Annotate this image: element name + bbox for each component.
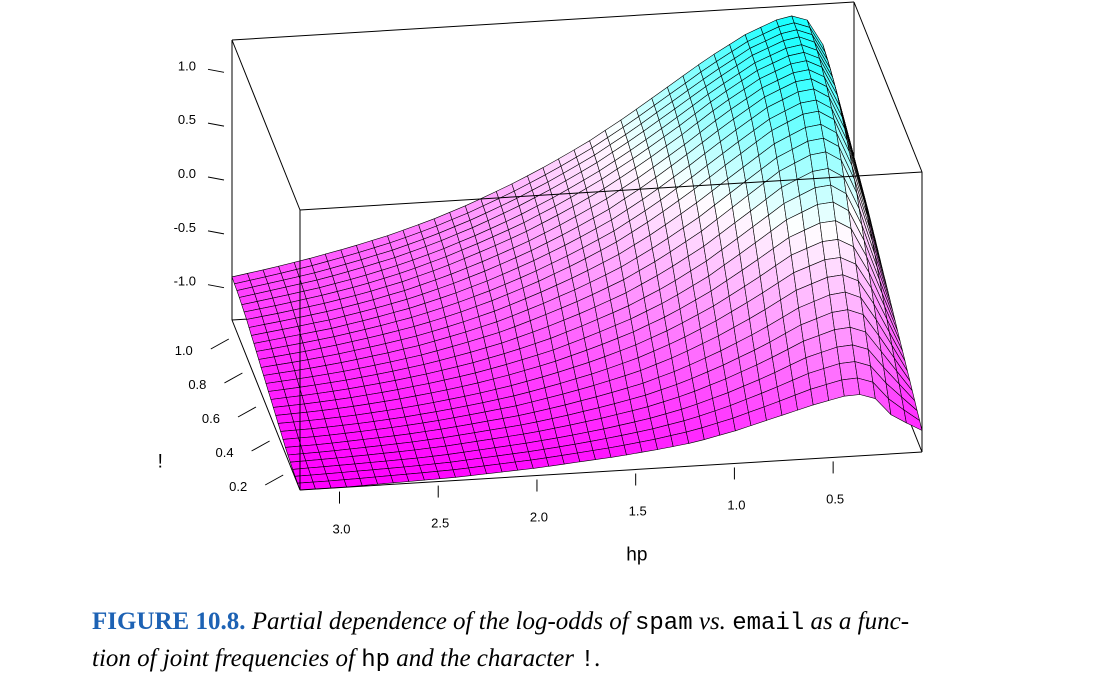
surface-facet <box>374 475 394 485</box>
surface-facet <box>839 361 858 381</box>
surface-facet <box>298 436 317 447</box>
plot-box-front-edges <box>231 1 923 491</box>
box-edge <box>231 319 301 491</box>
surface-facet <box>277 421 297 432</box>
surface-facet <box>822 239 841 261</box>
z-tick-label: -0.5 <box>174 220 196 235</box>
caption-code-spam: spam <box>635 610 693 637</box>
surface-facet <box>514 459 534 471</box>
figure-caption: FIGURE 10.8. Partial dependence of the l… <box>92 604 1092 678</box>
surface-facet <box>359 476 379 486</box>
x-axis-title: hp <box>626 544 647 565</box>
y-tick-mark <box>224 372 243 384</box>
y-tick-label: 0.4 <box>216 445 234 460</box>
z-tick-label: 1.0 <box>178 58 196 73</box>
caption-text-2: vs. <box>698 608 726 635</box>
z-tick-label: -1.0 <box>174 274 196 289</box>
surface-facet <box>421 470 441 481</box>
y-tick-mark <box>210 338 230 350</box>
y-tick-mark <box>237 406 257 418</box>
surface-facet <box>468 465 487 476</box>
surface-facet <box>499 461 519 473</box>
surface-mesh <box>231 15 923 491</box>
surface-facet <box>819 220 839 242</box>
box-edge <box>299 171 923 211</box>
box-edge <box>853 1 923 173</box>
caption-text-5: and the character <box>396 645 574 672</box>
figure-3d-surface-plot: 3.0 2.5 2.0 1.5 1.0 0.5 hp 0.2 0.4 0.6 0.8 1.0! 1.0 0… <box>158 1 923 565</box>
caption-code-exclam: ! <box>580 647 595 674</box>
surface-facet <box>829 291 849 313</box>
figure-label: FIGURE 10.8. <box>92 608 246 635</box>
surface-facet <box>814 184 834 205</box>
caption-text-4: tion of joint frequencies of <box>92 645 355 672</box>
surface-facet <box>390 473 410 484</box>
z-tick-label: 0.0 <box>178 166 196 181</box>
surface-facet <box>343 478 363 488</box>
box-edge <box>299 451 923 491</box>
caption-text-1: Partial dependence of the log-odds of <box>251 608 629 635</box>
surface-facet <box>826 274 846 296</box>
surface-facet <box>903 409 923 432</box>
surface-facet <box>836 344 856 364</box>
surface-facet <box>834 326 853 348</box>
x-tick-label: 3.0 <box>332 522 350 537</box>
y-tick-label: 1.0 <box>175 343 193 358</box>
surface-facet <box>295 428 315 439</box>
z-tick-label: 0.5 <box>178 112 196 127</box>
z-tick-mark <box>207 176 225 181</box>
y-tick-mark <box>264 474 284 486</box>
surface-facet <box>405 472 425 482</box>
surface-facet <box>824 257 844 278</box>
x-tick-label: 0.5 <box>826 491 844 506</box>
x-tick-label: 2.5 <box>431 516 449 531</box>
box-edge <box>231 1 855 41</box>
y-tick-label: 0.2 <box>229 479 247 494</box>
x-tick-label: 1.0 <box>727 497 745 512</box>
x-tick-label: 1.5 <box>629 503 647 518</box>
surface-plot-svg: 3.0 2.5 2.0 1.5 1.0 0.5 hp 0.2 0.4 0.6 0.8 1.0! 1.0 0… <box>158 1 923 565</box>
y-tick-mark <box>251 440 270 452</box>
caption-code-email: email <box>732 610 805 637</box>
z-tick-mark <box>207 68 225 73</box>
surface-facet <box>841 377 861 397</box>
surface-facet <box>809 151 829 172</box>
y-axis-title: ! <box>158 452 163 473</box>
surface-facet <box>483 463 503 475</box>
surface-facet <box>452 467 472 478</box>
z-tick-mark <box>207 230 225 235</box>
z-tick-mark <box>207 284 225 289</box>
y-tick-label: 0.6 <box>202 411 220 426</box>
surface-facet <box>437 469 456 480</box>
surface-facet <box>817 201 836 224</box>
z-tick-mark <box>207 122 225 127</box>
caption-text-6: . <box>594 645 601 672</box>
caption-text-3: as a func- <box>810 608 910 635</box>
surface-facet <box>310 473 330 483</box>
x-tick-label: 2.0 <box>530 510 548 525</box>
caption-code-hp: hp <box>361 647 390 674</box>
box-edge <box>231 39 301 211</box>
plot-axes: 3.0 2.5 2.0 1.5 1.0 0.5 hp 0.2 0.4 0.6 0.8 1.0! 1.0 0… <box>158 58 845 565</box>
y-tick-label: 0.8 <box>188 377 206 392</box>
surface-facet <box>831 309 851 331</box>
surface-facet <box>294 474 314 484</box>
